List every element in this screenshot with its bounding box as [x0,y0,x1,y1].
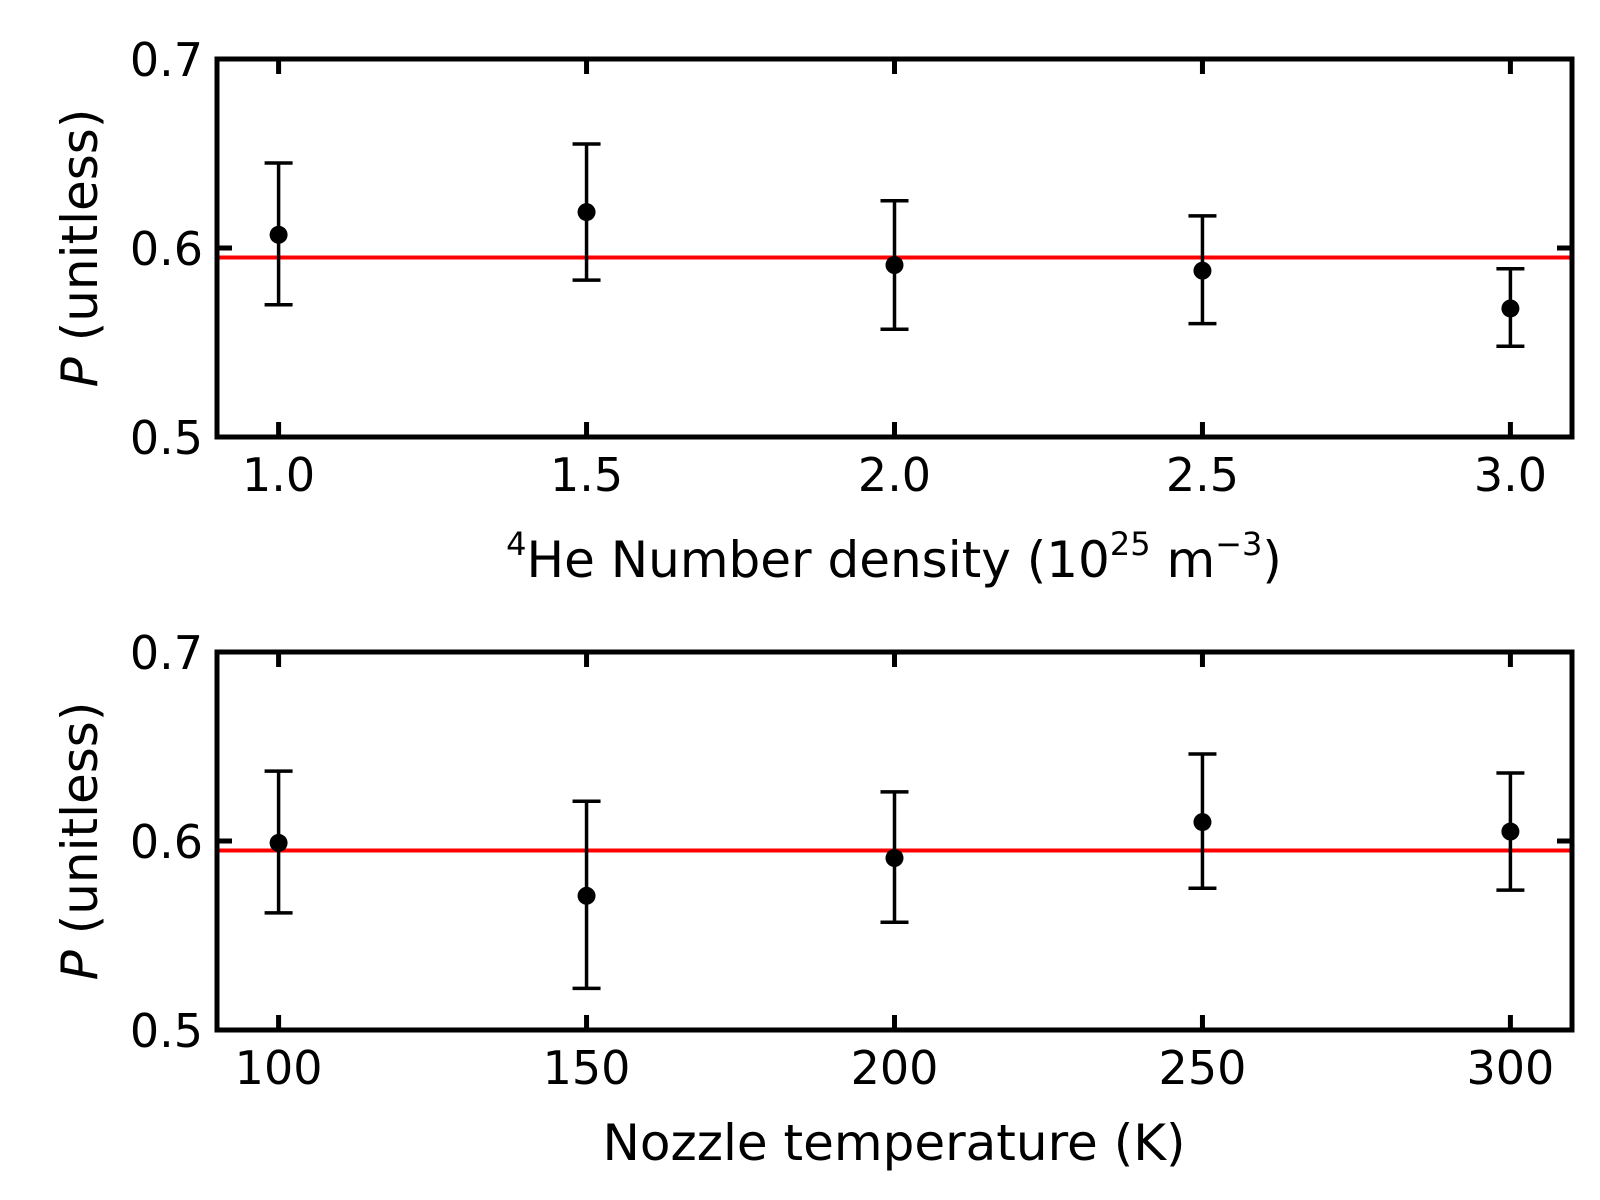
density-x-tick-label: 3.0 [1474,448,1547,502]
temperature-y-tick-label: 0.7 [130,626,203,680]
temperature-y-tick-label: 0.5 [130,1004,203,1058]
temperature-x-tick-label: 200 [851,1041,939,1095]
temperature-data-point [577,886,596,905]
temperature-x-tick-label: 300 [1467,1041,1555,1095]
density-y-tick-label: 0.5 [130,411,203,465]
temperature-ticks: 100 150 200 250 300 0.5 0.6 0.7 [130,626,1572,1095]
density-data-point [885,256,904,275]
density-panel: 1.0 1.5 2.0 2.5 3.0 0.5 0.6 0.7 4He Number dens… [51,33,1575,589]
density-x-tick-label: 2.0 [858,448,931,502]
density-data-point [269,225,288,244]
temperature-x-tick-label: 250 [1159,1041,1247,1095]
temperature-y-tick-label: 0.6 [130,815,203,869]
density-x-tick-label: 1.5 [550,448,623,502]
temperature-x-axis-label: Nozzle temperature (K) [602,1114,1185,1172]
temperature-panel: 100 150 200 250 300 0.5 0.6 0.7 Nozzle temperat… [51,626,1575,1172]
density-ticks: 1.0 1.5 2.0 2.5 3.0 0.5 0.6 0.7 [130,33,1572,502]
density-x-axis-label: 4He Number density (1025 m−3) [506,525,1282,589]
temperature-data-point [269,833,288,852]
temperature-x-tick-label: 150 [543,1041,631,1095]
temperature-marks [217,752,1572,991]
density-data-point [1501,299,1520,318]
density-x-tick-label: 2.5 [1166,448,1239,502]
density-y-tick-label: 0.7 [130,33,203,87]
density-marks [217,142,1572,349]
temperature-y-axis-label: P (unitless) [51,702,109,981]
density-y-axis-label: P (unitless) [51,109,109,388]
density-y-tick-label: 0.6 [130,222,203,276]
density-data-point [577,203,596,222]
density-x-tick-label: 1.0 [242,448,315,502]
density-data-point [1193,261,1212,280]
temperature-data-point [1193,813,1212,832]
temperature-data-point [885,849,904,868]
temperature-data-point [1501,822,1520,841]
temperature-x-tick-label: 100 [235,1041,323,1095]
